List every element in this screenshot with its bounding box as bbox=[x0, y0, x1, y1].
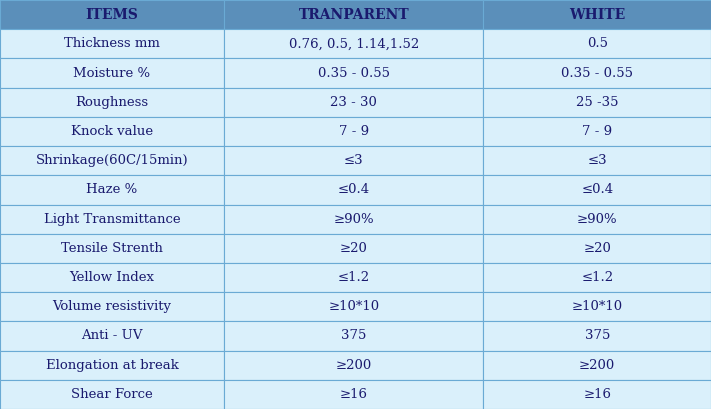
Bar bbox=[483, 292, 711, 321]
Bar bbox=[0, 88, 224, 117]
Bar bbox=[224, 88, 483, 117]
Bar bbox=[483, 263, 711, 292]
Bar bbox=[0, 234, 224, 263]
Text: ≤1.2: ≤1.2 bbox=[581, 271, 614, 284]
Bar bbox=[483, 321, 711, 351]
Bar bbox=[483, 146, 711, 175]
Text: TRANPARENT: TRANPARENT bbox=[299, 8, 409, 22]
Bar bbox=[0, 29, 224, 58]
Bar bbox=[483, 0, 711, 29]
Bar bbox=[0, 263, 224, 292]
Text: ≥90%: ≥90% bbox=[333, 213, 374, 226]
Bar bbox=[483, 380, 711, 409]
Bar bbox=[483, 234, 711, 263]
Bar bbox=[224, 263, 483, 292]
Bar bbox=[483, 175, 711, 204]
Text: ≤0.4: ≤0.4 bbox=[338, 183, 370, 196]
Text: Shrinkage(60C/15min): Shrinkage(60C/15min) bbox=[36, 154, 188, 167]
Text: Tensile Strenth: Tensile Strenth bbox=[61, 242, 163, 255]
Bar bbox=[224, 0, 483, 29]
Bar bbox=[0, 292, 224, 321]
Text: ≥10*10: ≥10*10 bbox=[572, 300, 623, 313]
Text: 25 -35: 25 -35 bbox=[576, 96, 619, 109]
Bar bbox=[224, 292, 483, 321]
Text: Haze %: Haze % bbox=[86, 183, 138, 196]
Text: 0.35 - 0.55: 0.35 - 0.55 bbox=[318, 67, 390, 79]
Bar bbox=[483, 117, 711, 146]
Text: 375: 375 bbox=[341, 330, 366, 342]
Text: 0.76, 0.5, 1.14,1.52: 0.76, 0.5, 1.14,1.52 bbox=[289, 37, 419, 50]
Bar bbox=[483, 29, 711, 58]
Bar bbox=[0, 117, 224, 146]
Text: ITEMS: ITEMS bbox=[85, 8, 139, 22]
Bar bbox=[0, 204, 224, 234]
Text: ≥200: ≥200 bbox=[336, 359, 372, 372]
Bar bbox=[0, 175, 224, 204]
Text: Yellow Index: Yellow Index bbox=[70, 271, 154, 284]
Text: Moisture %: Moisture % bbox=[73, 67, 151, 79]
Text: 23 - 30: 23 - 30 bbox=[331, 96, 377, 109]
Text: 7 - 9: 7 - 9 bbox=[338, 125, 369, 138]
Bar bbox=[483, 58, 711, 88]
Text: ≥10*10: ≥10*10 bbox=[328, 300, 379, 313]
Bar bbox=[483, 351, 711, 380]
Bar bbox=[0, 380, 224, 409]
Text: Volume resistivity: Volume resistivity bbox=[53, 300, 171, 313]
Bar bbox=[224, 29, 483, 58]
Text: Knock value: Knock value bbox=[71, 125, 153, 138]
Text: ≥200: ≥200 bbox=[579, 359, 615, 372]
Text: Light Transmittance: Light Transmittance bbox=[43, 213, 181, 226]
Bar bbox=[224, 175, 483, 204]
Text: Elongation at break: Elongation at break bbox=[46, 359, 178, 372]
Bar bbox=[0, 0, 224, 29]
Text: Thickness mm: Thickness mm bbox=[64, 37, 160, 50]
Bar bbox=[0, 58, 224, 88]
Bar bbox=[224, 204, 483, 234]
Bar bbox=[224, 380, 483, 409]
Text: Anti - UV: Anti - UV bbox=[81, 330, 143, 342]
Text: 375: 375 bbox=[584, 330, 610, 342]
Bar bbox=[224, 117, 483, 146]
Text: ≥16: ≥16 bbox=[583, 388, 611, 401]
Bar bbox=[0, 146, 224, 175]
Bar bbox=[224, 146, 483, 175]
Bar bbox=[224, 58, 483, 88]
Bar bbox=[483, 88, 711, 117]
Text: 7 - 9: 7 - 9 bbox=[582, 125, 612, 138]
Text: Shear Force: Shear Force bbox=[71, 388, 153, 401]
Text: ≥20: ≥20 bbox=[340, 242, 368, 255]
Bar bbox=[483, 204, 711, 234]
Text: WHITE: WHITE bbox=[569, 8, 626, 22]
Text: ≤3: ≤3 bbox=[344, 154, 363, 167]
Bar bbox=[224, 351, 483, 380]
Text: ≤0.4: ≤0.4 bbox=[581, 183, 614, 196]
Text: ≤3: ≤3 bbox=[587, 154, 607, 167]
Bar bbox=[0, 321, 224, 351]
Text: ≥16: ≥16 bbox=[340, 388, 368, 401]
Text: 0.35 - 0.55: 0.35 - 0.55 bbox=[561, 67, 634, 79]
Bar bbox=[224, 234, 483, 263]
Text: ≥90%: ≥90% bbox=[577, 213, 618, 226]
Text: Roughness: Roughness bbox=[75, 96, 149, 109]
Bar bbox=[224, 321, 483, 351]
Text: ≥20: ≥20 bbox=[583, 242, 611, 255]
Text: ≤1.2: ≤1.2 bbox=[338, 271, 370, 284]
Text: 0.5: 0.5 bbox=[587, 37, 608, 50]
Bar bbox=[0, 351, 224, 380]
